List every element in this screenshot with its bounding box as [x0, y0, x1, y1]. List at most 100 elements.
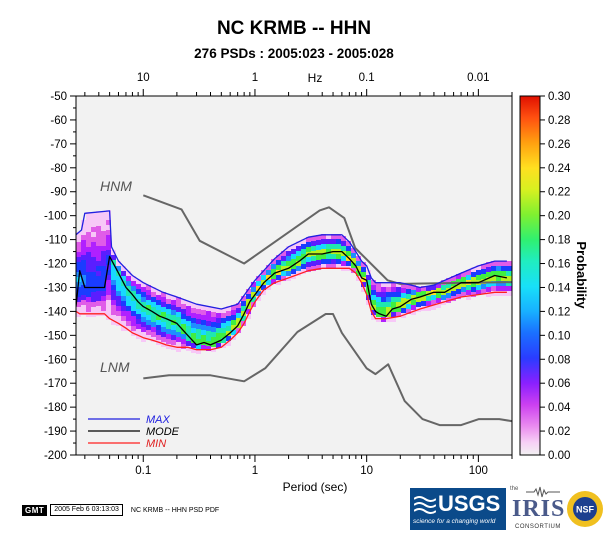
density-cell: [126, 271, 131, 276]
density-cell: [161, 327, 166, 332]
density-cell: [441, 285, 446, 290]
density-cell: [491, 271, 496, 276]
density-cell: [436, 283, 441, 288]
density-cell: [171, 345, 176, 350]
density-cell: [381, 292, 386, 297]
density-cell: [91, 272, 96, 277]
density-cell: [411, 305, 416, 310]
density-cell: [216, 343, 221, 348]
density-cell: [121, 271, 126, 276]
density-cell: [86, 247, 91, 252]
density-cell: [276, 280, 281, 285]
density-cell: [286, 261, 291, 266]
density-cell: [256, 281, 261, 286]
density-cell: [481, 264, 486, 269]
density-cell: [411, 295, 416, 300]
density-cell: [176, 307, 181, 312]
density-cell: [156, 315, 161, 320]
density-cell: [196, 349, 201, 354]
density-cell: [336, 239, 341, 244]
density-cell: [411, 310, 416, 315]
density-cell: [81, 255, 86, 260]
density-cell: [451, 296, 456, 301]
density-cell: [196, 324, 201, 329]
density-cell: [76, 312, 81, 317]
density-cell: [166, 294, 171, 299]
density-cell: [266, 265, 271, 270]
density-cell: [286, 251, 291, 256]
density-cell: [121, 326, 126, 331]
density-cell: [196, 344, 201, 349]
density-cell: [86, 232, 91, 237]
density-cell: [206, 316, 211, 321]
density-cell: [351, 263, 356, 268]
x-axis: 0.1 1 10 100: [84, 455, 513, 477]
density-cell: [371, 315, 376, 320]
density-cell: [331, 239, 336, 244]
density-cell: [376, 317, 381, 322]
density-cell: [486, 282, 491, 287]
density-cell: [281, 251, 286, 256]
density-cell: [396, 282, 401, 287]
density-cell: [81, 245, 86, 250]
density-cell: [331, 234, 336, 239]
density-cell: [491, 281, 496, 286]
density-cell: [201, 325, 206, 330]
density-cell: [101, 241, 106, 246]
density-cell: [266, 270, 271, 275]
density-cell: [271, 269, 276, 274]
density-cell: [221, 333, 226, 338]
density-cell: [346, 261, 351, 266]
footer-caption: NC KRMB -- HHN PSD PDF: [130, 506, 220, 514]
density-cell: [186, 346, 191, 351]
colorbar-tick-label: 0.10: [548, 330, 570, 342]
density-cell: [106, 215, 111, 220]
density-cell: [186, 311, 191, 316]
density-cell: [311, 261, 316, 266]
density-cell: [81, 275, 86, 280]
density-cell: [171, 305, 176, 310]
density-cell: [176, 332, 181, 337]
density-cell: [391, 297, 396, 302]
chart-title: NC KRMB -- HHN: [217, 18, 371, 39]
density-cell: [91, 247, 96, 252]
density-cell: [401, 288, 406, 293]
density-cell: [386, 297, 391, 302]
iris-the: the: [510, 486, 519, 492]
density-cell: [381, 282, 386, 287]
footer: GMT 2005 Feb 6 03:13:03 NC KRMB -- HHN P…: [22, 503, 219, 517]
density-cell: [151, 287, 156, 292]
density-cell: [381, 302, 386, 307]
density-cell: [191, 313, 196, 318]
colorbar-tick-label: 0.24: [548, 163, 571, 175]
density-cell: [306, 267, 311, 272]
density-cell: [81, 265, 86, 270]
density-cell: [91, 307, 96, 312]
density-cell: [221, 328, 226, 333]
density-cell: [86, 222, 91, 227]
density-cell: [441, 295, 446, 300]
density-cell: [96, 301, 101, 306]
colorbar-tick-label: 0.02: [548, 426, 570, 438]
density-cell: [116, 261, 121, 266]
x-tick-label: 100: [469, 465, 488, 477]
density-cell: [216, 323, 221, 328]
colorbar-tick-label: 0.00: [548, 450, 570, 462]
density-cell: [431, 305, 436, 310]
density-cell: [111, 255, 116, 260]
density-cell: [431, 300, 436, 305]
density-cell: [341, 261, 346, 266]
density-cell: [446, 293, 451, 298]
density-cell: [386, 307, 391, 312]
y-tick-label: -70: [50, 139, 67, 151]
density-cell: [156, 305, 161, 310]
density-cell: [196, 319, 201, 324]
density-cell: [281, 266, 286, 271]
density-cell: [91, 297, 96, 302]
density-cell: [91, 292, 96, 297]
density-cell: [221, 308, 226, 313]
density-cell: [121, 316, 126, 321]
density-cell: [406, 294, 411, 299]
density-cell: [196, 304, 201, 309]
density-cell: [421, 301, 426, 306]
